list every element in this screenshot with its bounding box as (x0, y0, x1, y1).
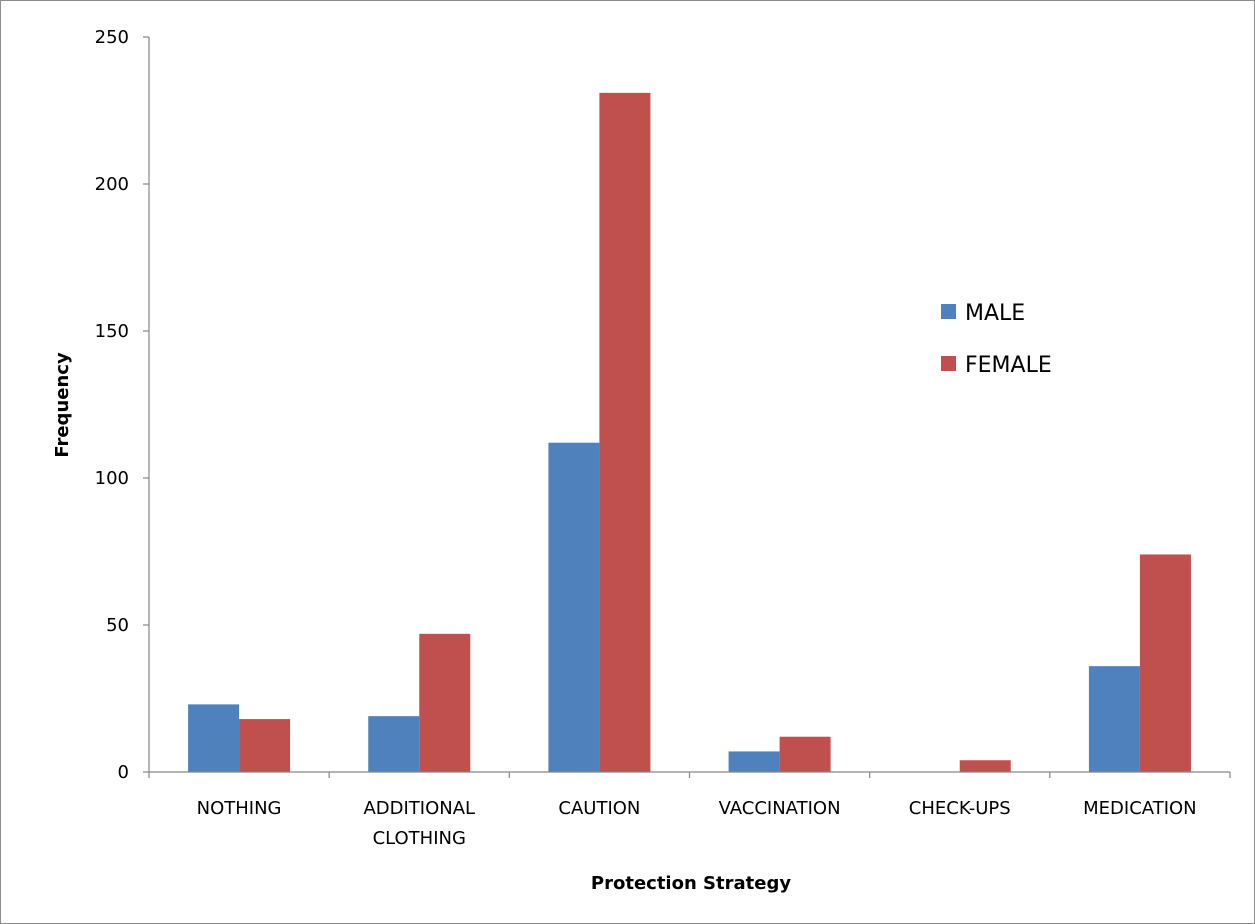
legend-swatch-male (941, 304, 956, 319)
x-category-label: CAUTION (558, 798, 640, 819)
bar-female-3 (779, 736, 831, 772)
bar-female-5 (1139, 554, 1191, 772)
bar-male-0 (188, 704, 240, 772)
labels-layer: 0 50 100 150 200 250 NOTHING ADDITIONAL CLOTHING… (95, 27, 1197, 849)
x-category-label: ADDITIONAL (363, 798, 475, 819)
x-category-label: MEDICATION (1083, 798, 1197, 819)
legend-swatch-female (941, 356, 956, 371)
x-category-label: CLOTHING (373, 828, 466, 849)
bar-male-3 (728, 751, 780, 772)
y-tick-label: 100 (95, 468, 129, 489)
y-tick-label: 250 (95, 27, 129, 48)
bar-female-2 (599, 92, 651, 773)
bar-male-2 (548, 442, 600, 772)
x-category-label: NOTHING (197, 798, 282, 819)
x-category-label: VACCINATION (719, 798, 841, 819)
legend-label-male: MALE (965, 301, 1025, 326)
y-axis-title: Frequency (52, 352, 73, 458)
x-axis-title: Protection Strategy (591, 873, 791, 894)
y-tick-label: 0 (118, 762, 129, 783)
axes-layer (143, 36, 1231, 778)
x-category-label: CHECK-UPS (909, 798, 1011, 819)
bars-layer (188, 92, 1191, 773)
bar-female-0 (239, 719, 291, 772)
bar-female-1 (419, 633, 471, 772)
legend: MALE FEMALE (941, 301, 1052, 378)
y-tick-label: 50 (106, 615, 129, 636)
bar-male-1 (368, 716, 420, 772)
bar-male-5 (1088, 666, 1140, 772)
bar-female-4 (959, 760, 1011, 772)
legend-label-female: FEMALE (965, 353, 1052, 378)
y-tick-label: 150 (95, 321, 129, 342)
y-tick-label: 200 (95, 174, 129, 195)
